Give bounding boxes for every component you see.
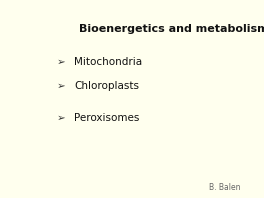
Text: Chloroplasts: Chloroplasts [74, 81, 139, 91]
Text: B. Balen: B. Balen [209, 183, 240, 192]
Text: Peroxisomes: Peroxisomes [74, 113, 139, 123]
Text: ➢: ➢ [57, 81, 65, 91]
Text: Bioenergetics and metabolism: Bioenergetics and metabolism [79, 24, 264, 34]
Text: ➢: ➢ [57, 113, 65, 123]
Text: ➢: ➢ [57, 57, 65, 67]
Text: Mitochondria: Mitochondria [74, 57, 142, 67]
